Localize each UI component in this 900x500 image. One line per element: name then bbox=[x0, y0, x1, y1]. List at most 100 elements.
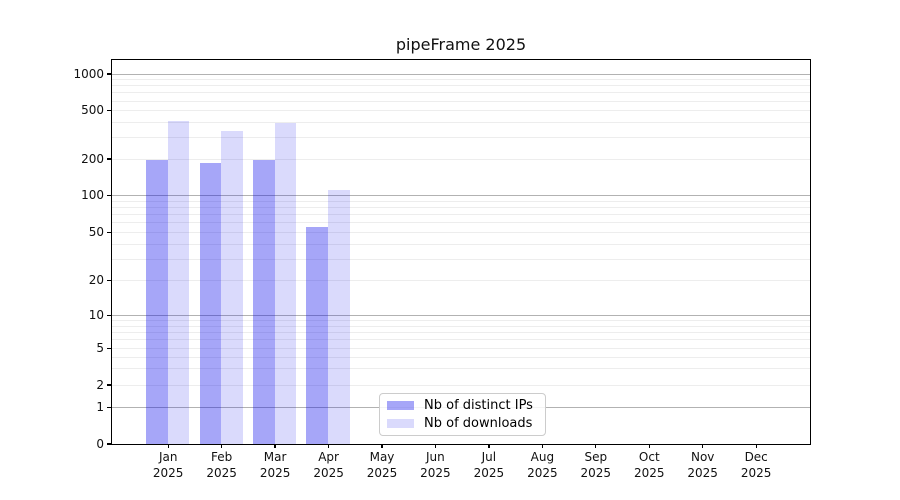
x-tick-label: Mar 2025 bbox=[243, 450, 307, 481]
x-tick-label: Sep 2025 bbox=[564, 450, 628, 481]
y-tick-mark bbox=[107, 110, 111, 112]
minor-gridline bbox=[111, 319, 810, 321]
legend-swatch bbox=[387, 400, 414, 410]
bar-distinct-ips bbox=[199, 162, 222, 444]
x-tick-label: Feb 2025 bbox=[190, 450, 254, 481]
minor-gridline bbox=[111, 231, 810, 233]
y-tick-mark bbox=[107, 231, 111, 233]
y-tick-label: 20 bbox=[88, 273, 104, 288]
minor-gridline bbox=[111, 325, 810, 327]
x-tick-label-month: Dec bbox=[744, 450, 768, 464]
x-tick-mark bbox=[648, 444, 650, 448]
major-gridline bbox=[111, 314, 810, 316]
y-tick-label: 5 bbox=[96, 341, 104, 356]
x-tick-label: May 2025 bbox=[350, 450, 414, 481]
x-tick-label-year: 2025 bbox=[152, 465, 184, 480]
legend-swatch bbox=[387, 419, 414, 429]
x-tick-label-month: Feb bbox=[210, 450, 233, 464]
major-gridline bbox=[111, 195, 810, 197]
x-tick-label: Nov 2025 bbox=[671, 450, 735, 481]
minor-gridline bbox=[111, 368, 810, 370]
y-tick-label: 2 bbox=[96, 377, 104, 392]
x-tick-mark bbox=[755, 444, 757, 448]
minor-gridline bbox=[111, 122, 810, 123]
x-tick-mark bbox=[220, 444, 223, 448]
minor-gridline bbox=[111, 384, 810, 386]
y-tick-label: 1000 bbox=[73, 66, 104, 81]
x-tick-label-month: Jun bbox=[426, 450, 445, 464]
legend-item: Nb of downloads bbox=[387, 415, 545, 434]
minor-gridline bbox=[111, 158, 810, 160]
minor-gridline bbox=[111, 332, 810, 333]
minor-gridline bbox=[111, 348, 810, 350]
minor-gridline bbox=[111, 100, 810, 102]
x-tick-label-month: Oct bbox=[638, 450, 660, 464]
x-tick-mark bbox=[434, 444, 437, 448]
x-tick-label-year: 2025 bbox=[259, 465, 291, 480]
x-tick-label-year: 2025 bbox=[473, 465, 505, 480]
minor-gridline bbox=[111, 137, 810, 139]
minor-gridline bbox=[111, 110, 810, 112]
minor-gridline bbox=[111, 214, 810, 215]
y-tick-mark bbox=[107, 73, 111, 75]
x-tick-label-year: 2025 bbox=[740, 465, 772, 480]
bar-distinct-ips bbox=[306, 226, 329, 444]
y-tick-label: 0 bbox=[96, 436, 104, 451]
x-tick-label-month: Jul bbox=[481, 450, 497, 464]
x-tick-mark bbox=[167, 444, 169, 448]
x-tick-label-year: 2025 bbox=[687, 465, 718, 480]
legend: Nb of distinct IPs Nb of downloads bbox=[379, 393, 546, 436]
x-tick-label-year: 2025 bbox=[206, 465, 237, 480]
minor-gridline bbox=[111, 207, 810, 208]
minor-gridline bbox=[111, 243, 810, 245]
minor-gridline bbox=[111, 280, 810, 282]
y-tick-mark bbox=[107, 348, 111, 350]
y-tick-mark bbox=[107, 314, 111, 316]
y-tick-mark bbox=[107, 443, 111, 445]
x-tick-label-year: 2025 bbox=[580, 465, 612, 480]
x-tick-label-month: Sep bbox=[584, 450, 608, 464]
major-gridline bbox=[111, 73, 810, 75]
bar-downloads bbox=[274, 122, 297, 444]
y-tick-label: 50 bbox=[88, 224, 104, 239]
x-tick-label-year: 2025 bbox=[420, 465, 451, 480]
x-tick-mark bbox=[541, 444, 543, 448]
y-tick-label: 100 bbox=[81, 188, 104, 203]
x-tick-label-year: 2025 bbox=[366, 465, 398, 480]
minor-gridline bbox=[111, 258, 810, 260]
minor-gridline bbox=[111, 222, 810, 224]
x-tick-label-month: Aug bbox=[530, 450, 555, 464]
x-tick-label-year: 2025 bbox=[527, 465, 558, 480]
y-tick-label: 10 bbox=[88, 307, 104, 322]
x-tick-label-month: May bbox=[369, 450, 395, 464]
y-tick-mark bbox=[107, 280, 111, 282]
x-tick-label: Jan 2025 bbox=[136, 450, 200, 481]
plot-area bbox=[110, 58, 811, 445]
chart-title: pipeFrame 2025 bbox=[395, 35, 527, 54]
x-tick-label-year: 2025 bbox=[313, 465, 344, 480]
x-tick-label: Oct 2025 bbox=[617, 450, 681, 481]
bar-downloads bbox=[328, 190, 350, 444]
x-tick-mark bbox=[381, 444, 383, 448]
x-tick-label: Jul 2025 bbox=[457, 450, 521, 481]
x-tick-mark bbox=[274, 444, 276, 448]
x-tick-label-year: 2025 bbox=[634, 465, 665, 480]
minor-gridline bbox=[111, 357, 810, 358]
y-tick-mark bbox=[107, 407, 111, 409]
minor-gridline bbox=[111, 85, 810, 87]
x-tick-mark bbox=[327, 444, 330, 448]
bar-downloads bbox=[221, 131, 243, 444]
x-tick-mark bbox=[595, 444, 597, 448]
bar-distinct-ips bbox=[252, 159, 275, 444]
minor-gridline bbox=[111, 79, 810, 81]
x-tick-label: Apr 2025 bbox=[297, 450, 361, 481]
x-tick-label-month: Mar bbox=[263, 450, 287, 464]
y-tick-mark bbox=[107, 384, 111, 386]
x-tick-label: Jun 2025 bbox=[403, 450, 467, 481]
legend-label: Nb of distinct IPs bbox=[424, 397, 533, 413]
x-tick-label: Dec 2025 bbox=[724, 450, 788, 481]
x-tick-mark bbox=[488, 444, 490, 448]
y-tick-label: 500 bbox=[81, 103, 104, 118]
x-tick-label-month: Nov bbox=[690, 450, 715, 464]
